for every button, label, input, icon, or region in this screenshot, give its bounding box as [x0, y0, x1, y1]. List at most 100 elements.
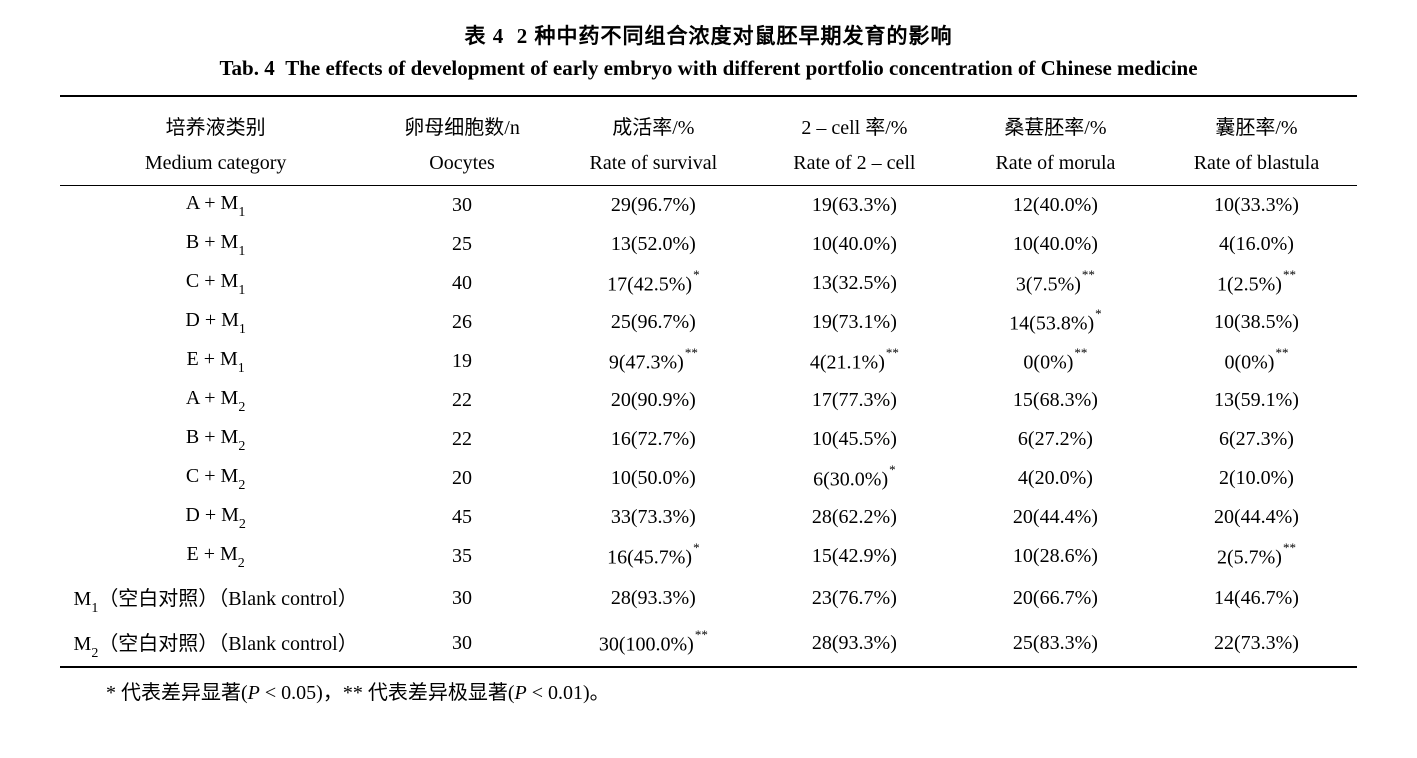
cell-twocell: 13(32.5%) [754, 264, 955, 303]
cell-survival-value: 28(93.3%) [611, 587, 696, 609]
cell-blastula-value: 4(16.0%) [1219, 233, 1294, 255]
cat-prefix: D + M [185, 309, 239, 331]
cell-oocytes: 35 [371, 537, 553, 576]
table-row: M2（空白对照）（Blank control）3030(100.0%)**28(… [60, 621, 1357, 667]
table-row: A + M22220(90.9%)17(77.3%)15(68.3%)13(59… [60, 381, 1357, 420]
header-survival-cn: 成活率/% [553, 96, 754, 146]
cell-survival: 13(52.0%) [553, 225, 754, 264]
cell-blastula: 10(38.5%) [1156, 303, 1357, 342]
cell-survival-value: 16(45.7%) [607, 546, 692, 568]
cell-twocell: 10(45.5%) [754, 420, 955, 459]
cat-sub: 1 [91, 601, 98, 616]
table-title-en: Tab. 4 The effects of development of ear… [60, 56, 1357, 81]
header-morula-en: Rate of morula [955, 146, 1156, 186]
cell-morula-value: 10(40.0%) [1013, 233, 1098, 255]
cell-morula: 25(83.3%) [955, 621, 1156, 667]
cell-blastula: 0(0%)** [1156, 342, 1357, 381]
cell-twocell: 28(93.3%) [754, 621, 955, 667]
cell-survival: 28(93.3%) [553, 576, 754, 621]
cat-prefix: B + M [186, 231, 238, 253]
cat-sub: 1 [238, 283, 245, 298]
cell-twocell: 23(76.7%) [754, 576, 955, 621]
cell-oocytes: 30 [371, 621, 553, 667]
cat-prefix: A + M [186, 192, 238, 214]
cell-survival-value: 16(72.7%) [611, 428, 696, 450]
cell-survival: 9(47.3%)** [553, 342, 754, 381]
cell-oocytes: 22 [371, 381, 553, 420]
cell-oocytes: 30 [371, 576, 553, 621]
cell-twocell-value: 19(63.3%) [812, 194, 897, 216]
header-category-cn: 培养液类别 [60, 96, 371, 146]
cell-blastula-value: 2(10.0%) [1219, 467, 1294, 489]
cell-blastula: 2(10.0%) [1156, 459, 1357, 498]
footnote-star2: ** [343, 682, 363, 704]
cell-twocell: 6(30.0%)* [754, 459, 955, 498]
cat-prefix: C + M [186, 270, 238, 292]
footnote-p-label-1: P [248, 682, 260, 704]
cell-survival-sup: * [693, 540, 700, 555]
cell-oocytes: 22 [371, 420, 553, 459]
title-en-prefix: Tab. 4 [219, 56, 274, 80]
cell-morula-sup: ** [1074, 345, 1087, 360]
data-table: 培养液类别 卵母细胞数/n 成活率/% 2 – cell 率/% 桑葚胚率/% … [60, 95, 1357, 668]
cell-category: M2（空白对照）（Blank control） [60, 621, 371, 667]
header-category-en: Medium category [60, 146, 371, 186]
cell-survival: 33(73.3%) [553, 498, 754, 537]
cell-morula: 0(0%)** [955, 342, 1156, 381]
cat-prefix: B + M [186, 426, 238, 448]
cell-category: D + M1 [60, 303, 371, 342]
cell-survival-value: 9(47.3%) [609, 351, 684, 373]
cell-morula-value: 0(0%) [1023, 351, 1073, 373]
cell-category: A + M1 [60, 186, 371, 226]
cell-twocell: 4(21.1%)** [754, 342, 955, 381]
header-blastula-cn: 囊胚率/% [1156, 96, 1357, 146]
cell-morula: 4(20.0%) [955, 459, 1156, 498]
cat-sub: 2 [238, 400, 245, 415]
cell-blastula-value: 22(73.3%) [1214, 632, 1299, 654]
cell-survival-value: 33(73.3%) [611, 506, 696, 528]
cell-blastula: 13(59.1%) [1156, 381, 1357, 420]
cell-blastula: 22(73.3%) [1156, 621, 1357, 667]
cell-category: D + M2 [60, 498, 371, 537]
cell-blastula-value: 14(46.7%) [1214, 587, 1299, 609]
cell-survival: 17(42.5%)* [553, 264, 754, 303]
cell-survival: 29(96.7%) [553, 186, 754, 226]
cell-morula: 15(68.3%) [955, 381, 1156, 420]
cell-category: M1（空白对照）（Blank control） [60, 576, 371, 621]
table-row: D + M12625(96.7%)19(73.1%)14(53.8%)*10(3… [60, 303, 1357, 342]
cell-category: C + M2 [60, 459, 371, 498]
cell-morula: 12(40.0%) [955, 186, 1156, 226]
header-oocytes-cn: 卵母细胞数/n [371, 96, 553, 146]
cell-oocytes: 20 [371, 459, 553, 498]
table-row: C + M14017(42.5%)*13(32.5%)3(7.5%)**1(2.… [60, 264, 1357, 303]
table-row: A + M13029(96.7%)19(63.3%)12(40.0%)10(33… [60, 186, 1357, 226]
cat-prefix: M [74, 633, 92, 655]
cell-twocell-value: 23(76.7%) [812, 587, 897, 609]
cell-survival: 25(96.7%) [553, 303, 754, 342]
cell-survival-value: 25(96.7%) [611, 311, 696, 333]
cat-prefix: A + M [186, 387, 238, 409]
cell-morula: 10(40.0%) [955, 225, 1156, 264]
cell-twocell-value: 17(77.3%) [812, 389, 897, 411]
cell-oocytes: 19 [371, 342, 553, 381]
cell-blastula-sup: ** [1283, 267, 1296, 282]
header-twocell-cn: 2 – cell 率/% [754, 96, 955, 146]
cell-morula-sup: ** [1082, 267, 1095, 282]
table-row: E + M1199(47.3%)**4(21.1%)**0(0%)**0(0%)… [60, 342, 1357, 381]
cell-twocell-value: 13(32.5%) [812, 272, 897, 294]
cell-oocytes: 30 [371, 186, 553, 226]
cell-survival: 20(90.9%) [553, 381, 754, 420]
cell-morula: 3(7.5%)** [955, 264, 1156, 303]
table-row: C + M22010(50.0%)6(30.0%)*4(20.0%)2(10.0… [60, 459, 1357, 498]
cell-morula-value: 4(20.0%) [1018, 467, 1093, 489]
table-row: B + M12513(52.0%)10(40.0%)10(40.0%)4(16.… [60, 225, 1357, 264]
table-title-cn: 表 4 2 种中药不同组合浓度对鼠胚早期发育的影响 [60, 20, 1357, 50]
cell-twocell-value: 19(73.1%) [812, 311, 897, 333]
cat-sub: 1 [238, 205, 245, 220]
cell-blastula: 4(16.0%) [1156, 225, 1357, 264]
cell-morula-value: 15(68.3%) [1013, 389, 1098, 411]
footnote-p-label-2: P [515, 682, 527, 704]
cat-suffix: （空白对照）（Blank control） [98, 633, 357, 655]
cell-blastula: 10(33.3%) [1156, 186, 1357, 226]
cell-blastula: 2(5.7%)** [1156, 537, 1357, 576]
